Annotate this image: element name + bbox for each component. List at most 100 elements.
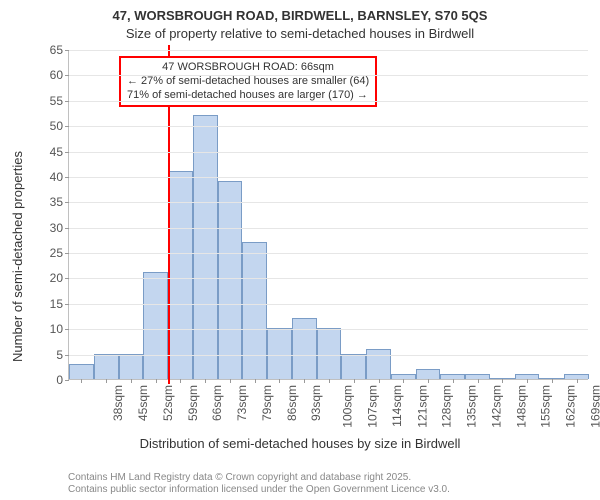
ytick-mark (65, 278, 69, 279)
xtick-label: 107sqm (366, 385, 380, 428)
ytick-label: 65 (50, 43, 63, 57)
ytick-label: 60 (50, 68, 63, 82)
ytick-mark (65, 126, 69, 127)
gridline-h (69, 50, 588, 51)
ytick-label: 10 (50, 322, 63, 336)
bar (366, 349, 391, 379)
xtick-mark (279, 379, 280, 383)
xtick-mark (156, 379, 157, 383)
footer-line1: Contains HM Land Registry data © Crown c… (68, 472, 450, 484)
xtick-label: 169sqm (589, 385, 600, 428)
xtick-label: 148sqm (514, 385, 528, 428)
ytick-label: 40 (50, 170, 63, 184)
plot-area: 47 WORSBROUGH ROAD: 66sqm ← 27% of semi-… (68, 50, 588, 380)
xtick-label: 162sqm (564, 385, 578, 428)
xtick-label: 100sqm (341, 385, 355, 428)
xtick-mark (379, 379, 380, 383)
x-axis-title: Distribution of semi-detached houses by … (0, 436, 600, 451)
xtick-label: 114sqm (390, 385, 404, 427)
ytick-mark (65, 253, 69, 254)
gridline-h (69, 101, 588, 102)
xtick-label: 73sqm (235, 385, 249, 421)
xtick-label: 66sqm (210, 385, 224, 421)
ytick-mark (65, 50, 69, 51)
xtick-mark (304, 379, 305, 383)
ytick-mark (65, 228, 69, 229)
ytick-label: 55 (50, 94, 63, 108)
ytick-label: 50 (50, 119, 63, 133)
bar (341, 354, 366, 379)
footer-attribution: Contains HM Land Registry data © Crown c… (68, 472, 450, 496)
xtick-mark (205, 379, 206, 383)
xtick-label: 59sqm (186, 385, 200, 421)
gridline-h (69, 228, 588, 229)
ytick-mark (65, 75, 69, 76)
bar (193, 115, 218, 379)
callout-line2: ← 27% of semi-detached houses are smalle… (127, 75, 369, 89)
xtick-mark (478, 379, 479, 383)
chart-title-line1: 47, WORSBROUGH ROAD, BIRDWELL, BARNSLEY,… (0, 0, 600, 24)
xtick-label: 155sqm (539, 385, 553, 428)
gridline-h (69, 278, 588, 279)
ytick-label: 5 (56, 348, 63, 362)
bar (218, 181, 243, 379)
xtick-label: 86sqm (285, 385, 299, 421)
callout-line1: 47 WORSBROUGH ROAD: 66sqm (127, 61, 369, 75)
xtick-label: 121sqm (415, 385, 429, 428)
xtick-mark (230, 379, 231, 383)
xtick-mark (354, 379, 355, 383)
gridline-h (69, 177, 588, 178)
gridline-h (69, 253, 588, 254)
gridline-h (69, 126, 588, 127)
bar (94, 354, 119, 379)
ytick-label: 15 (50, 297, 63, 311)
xtick-label: 52sqm (161, 385, 175, 421)
xtick-mark (552, 379, 553, 383)
bar (119, 354, 144, 379)
xtick-mark (527, 379, 528, 383)
chart-title-line2: Size of property relative to semi-detach… (0, 24, 600, 41)
xtick-mark (329, 379, 330, 383)
xtick-mark (577, 379, 578, 383)
xtick-label: 79sqm (260, 385, 274, 421)
ytick-label: 20 (50, 271, 63, 285)
ytick-mark (65, 304, 69, 305)
bar (242, 242, 267, 379)
bar (292, 318, 317, 379)
xtick-mark (453, 379, 454, 383)
ytick-mark (65, 177, 69, 178)
ytick-mark (65, 380, 69, 381)
ytick-mark (65, 202, 69, 203)
gridline-h (69, 304, 588, 305)
bar (416, 369, 441, 379)
y-axis-title: Number of semi-detached properties (10, 151, 25, 362)
gridline-h (69, 202, 588, 203)
xtick-mark (428, 379, 429, 383)
bar (317, 328, 342, 379)
ytick-mark (65, 101, 69, 102)
gridline-h (69, 355, 588, 356)
xtick-label: 38sqm (111, 385, 125, 421)
xtick-mark (403, 379, 404, 383)
gridline-h (69, 329, 588, 330)
xtick-mark (81, 379, 82, 383)
gridline-h (69, 75, 588, 76)
ytick-mark (65, 152, 69, 153)
chart-container: Number of semi-detached properties 47 WO… (0, 42, 600, 457)
xtick-label: 135sqm (465, 385, 479, 428)
xtick-mark (131, 379, 132, 383)
bar (143, 272, 168, 379)
gridline-h (69, 152, 588, 153)
xtick-label: 142sqm (490, 385, 504, 428)
xtick-mark (255, 379, 256, 383)
xtick-label: 93sqm (310, 385, 324, 421)
ytick-mark (65, 329, 69, 330)
footer-line2: Contains public sector information licen… (68, 484, 450, 496)
xtick-mark (106, 379, 107, 383)
ytick-label: 30 (50, 221, 63, 235)
ytick-label: 35 (50, 195, 63, 209)
bar (267, 328, 292, 379)
ytick-label: 45 (50, 145, 63, 159)
callout-box: 47 WORSBROUGH ROAD: 66sqm ← 27% of semi-… (119, 56, 377, 107)
ytick-label: 25 (50, 246, 63, 260)
